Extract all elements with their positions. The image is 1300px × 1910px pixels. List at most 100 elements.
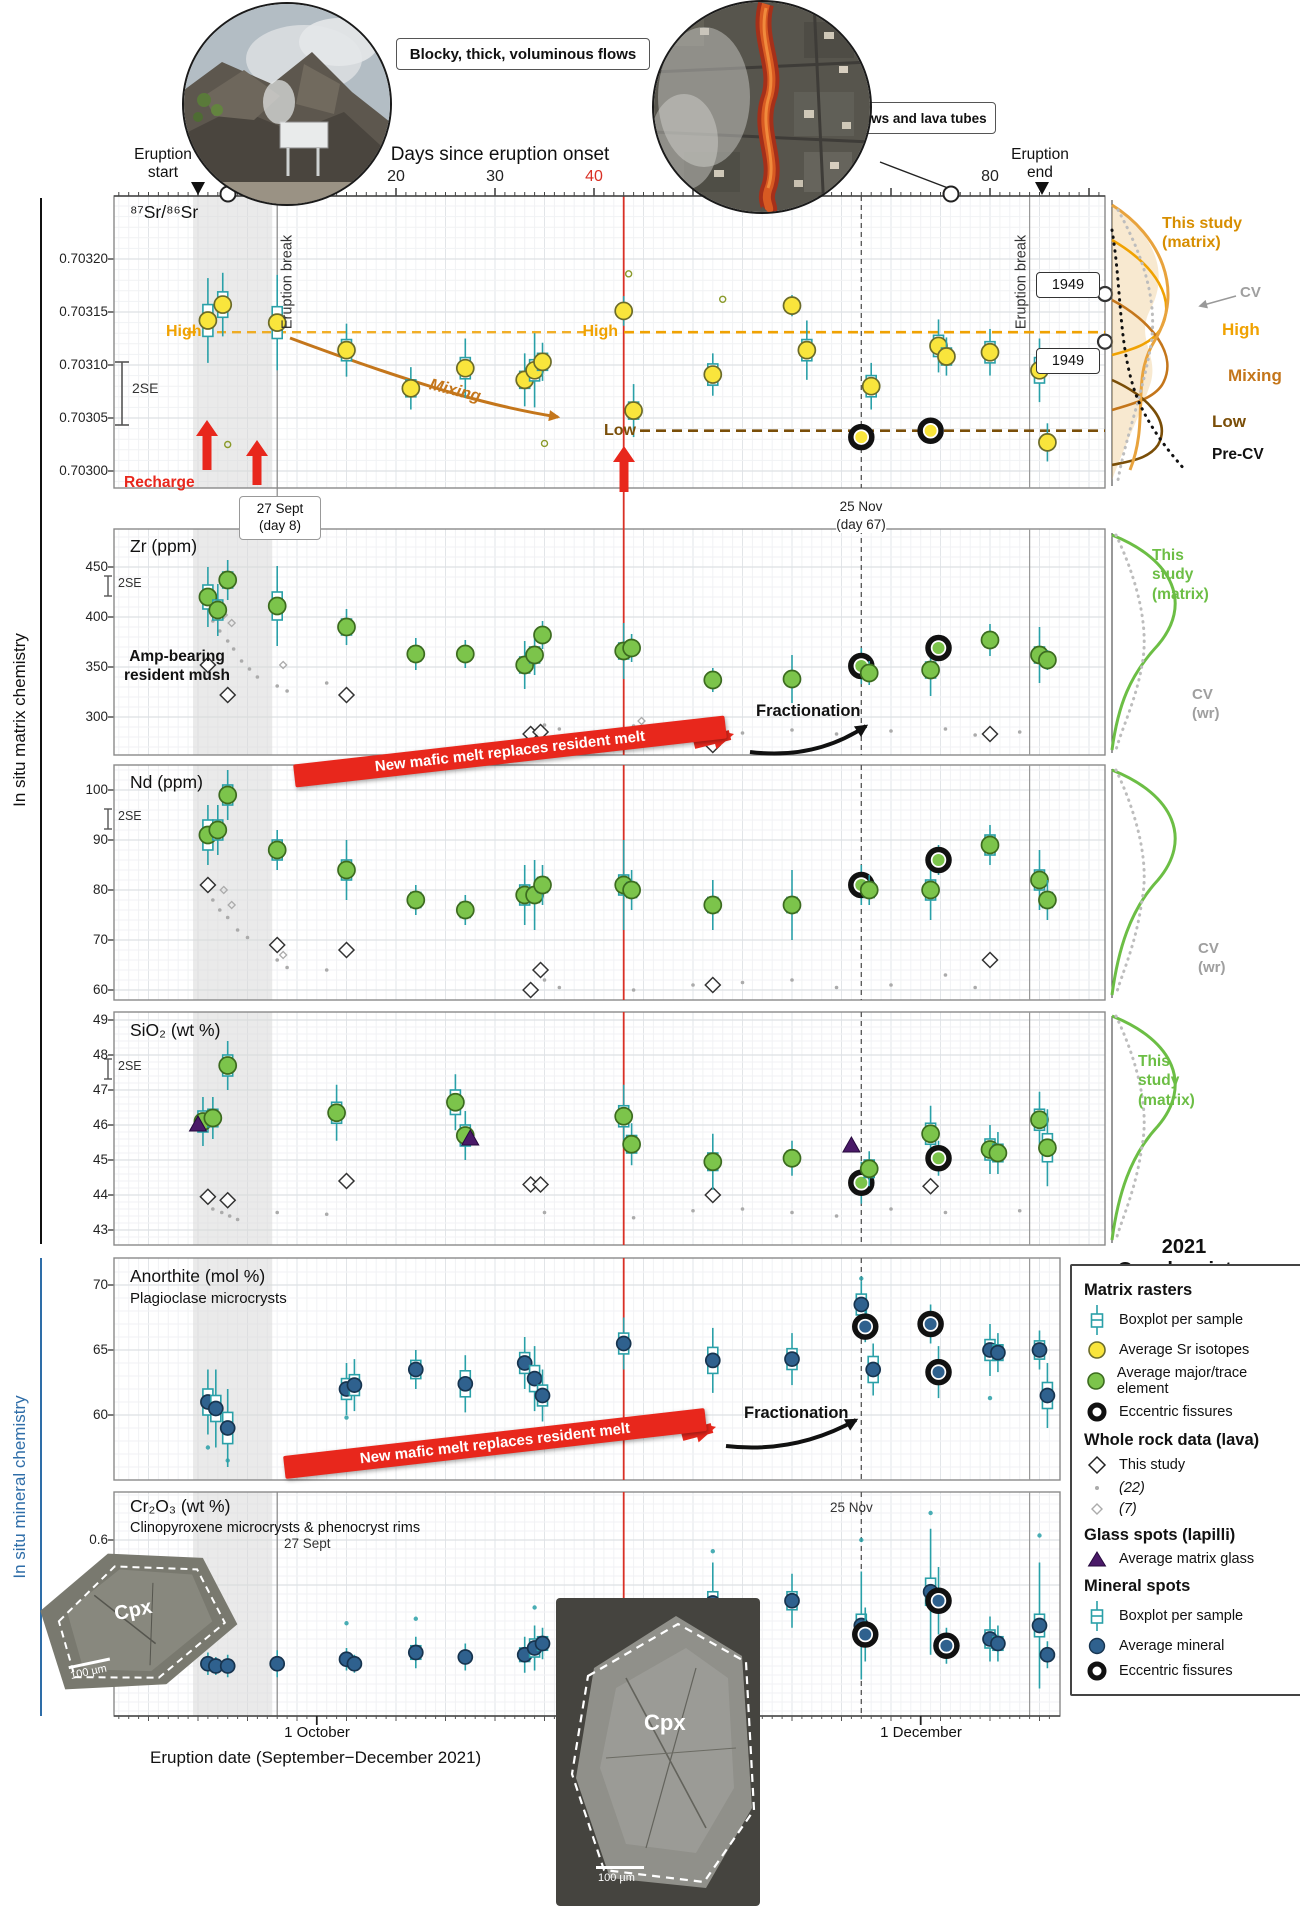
top-day-tick: 20 bbox=[387, 168, 405, 185]
legend-item-label: Average Sr isotopes bbox=[1119, 1342, 1250, 1358]
cpx-label-bottom: Cpx bbox=[644, 1710, 686, 1735]
bottom-date-october: 1 October bbox=[284, 1724, 350, 1741]
y-tick-label: 48 bbox=[92, 1047, 108, 1062]
cpx-micrograph-left-art bbox=[40, 1553, 238, 1690]
y-tick-label: 70 bbox=[92, 932, 108, 947]
top-day-tick: 40 bbox=[585, 168, 603, 185]
p2-strip-cv-wr: CV (wr) bbox=[1192, 686, 1220, 722]
p5-title: Anorthite (mol %) bbox=[130, 1266, 266, 1286]
legend-item: Eccentric fissures bbox=[1084, 1661, 1288, 1681]
legend-item: Boxplot per sample bbox=[1084, 1601, 1288, 1631]
boxplot-icon bbox=[1084, 1305, 1110, 1335]
legend-item-label: Boxplot per sample bbox=[1119, 1312, 1244, 1328]
p2-2se-label: 2SE bbox=[118, 576, 142, 590]
p2-title: Zr (ppm) bbox=[130, 536, 198, 556]
photo-fluid-flows-art bbox=[654, 2, 870, 212]
y-tick-label: 43 bbox=[92, 1222, 108, 1237]
legend-item-label: Average matrix glass bbox=[1119, 1551, 1255, 1567]
legend-item: (7) bbox=[1084, 1501, 1288, 1517]
y-tick-label: 0.70320 bbox=[59, 251, 108, 266]
p1-strip-mixing: Mixing bbox=[1228, 366, 1282, 385]
eccentric-fissures-icon-2 bbox=[1084, 1661, 1110, 1681]
eccentric-fissures-icon bbox=[1084, 1402, 1110, 1422]
p1-strip-low: Low bbox=[1212, 412, 1246, 431]
legend-item: Average major/trace element bbox=[1084, 1365, 1288, 1397]
y-tick-label: 49 bbox=[92, 1012, 108, 1027]
sept27-day8-label: 27 Sept (day 8) bbox=[239, 496, 321, 540]
p6-nov25-label: 25 Nov bbox=[830, 1500, 873, 1515]
p4-2se-label: 2SE bbox=[118, 1059, 142, 1073]
ref-1949-box-2: 1949 bbox=[1036, 348, 1100, 374]
y-tick-label: 70 bbox=[92, 1277, 108, 1292]
scalebar-bottom bbox=[596, 1866, 644, 1869]
y-tick-label: 65 bbox=[92, 1342, 108, 1357]
legend-item-label: Average major/trace element bbox=[1116, 1365, 1248, 1397]
y-tick-label: 47 bbox=[92, 1082, 108, 1097]
legend-section-whole-rock: Whole rock data (lava) bbox=[1084, 1431, 1260, 1449]
legend-item-label: Average mineral bbox=[1119, 1638, 1225, 1654]
top-axis-title: Days since eruption onset bbox=[390, 144, 610, 165]
p4-strip-this-study: This study (matrix) bbox=[1138, 1053, 1195, 1109]
p1-strip-high: High bbox=[1222, 320, 1260, 339]
cpx-micrograph-bottom-art bbox=[556, 1598, 760, 1906]
p3-2se-label: 2SE bbox=[118, 809, 142, 823]
eruption-break-label-2: Eruption break bbox=[1013, 234, 1030, 330]
legend-item-label: (7) bbox=[1119, 1501, 1137, 1517]
p1-high-label-1: High bbox=[166, 323, 202, 340]
caption-blocky-flows: Blocky, thick, voluminous flows bbox=[396, 38, 650, 70]
caption-blocky-flows-text: Blocky, thick, voluminous flows bbox=[409, 45, 637, 63]
legend-item: This study bbox=[1084, 1455, 1288, 1475]
p6-subtitle: Clinopyroxene microcrysts & phenocryst r… bbox=[130, 1520, 421, 1536]
p3-title: Nd (ppm) bbox=[130, 772, 203, 792]
whole-rock-diamond-icon bbox=[1084, 1455, 1110, 1475]
legend-item: Average mineral bbox=[1084, 1636, 1288, 1656]
legend-item-label: Boxplot per sample bbox=[1119, 1608, 1244, 1624]
legend-item-label: Eccentric fissures bbox=[1119, 1404, 1233, 1420]
amp-mush-label: Amp-bearing resident mush bbox=[124, 648, 230, 684]
y-tick-label: 0.70305 bbox=[59, 410, 108, 425]
bottom-date-december: 1 December bbox=[880, 1724, 962, 1741]
eruption-start-label: Eruption start bbox=[134, 146, 192, 181]
y-tick-label: 0.70310 bbox=[59, 357, 108, 372]
y-tick-label: 80 bbox=[92, 882, 108, 897]
legend-item: (22) bbox=[1084, 1480, 1288, 1496]
top-day-tick: 30 bbox=[486, 168, 504, 185]
eruption-break-label-1: Eruption break bbox=[279, 234, 296, 330]
y-tick-label: 300 bbox=[85, 709, 108, 724]
p1-2se-label: 2SE bbox=[132, 380, 159, 396]
y-tick-label: 0.6 bbox=[89, 1532, 108, 1547]
ref-1949-box-1: 1949 bbox=[1036, 272, 1100, 298]
glass-triangle-icon bbox=[1084, 1550, 1110, 1568]
boxplot-teal-icon bbox=[1084, 1601, 1110, 1631]
legend: Matrix rasters Boxplot per sample Averag… bbox=[1070, 1264, 1300, 1696]
ref-dot-icon bbox=[1084, 1483, 1110, 1493]
eruption-end-label: Eruption end bbox=[1011, 146, 1069, 181]
legend-item-label: Eccentric fissures bbox=[1119, 1663, 1233, 1679]
photo-blocky-flows bbox=[182, 2, 392, 206]
p1-strip-cv: CV bbox=[1240, 284, 1261, 301]
p2-strip-this-study: This study (matrix) bbox=[1152, 547, 1209, 603]
major-trace-average-icon bbox=[1084, 1371, 1108, 1391]
x-axis-title: Eruption date (September−December 2021) bbox=[150, 1748, 482, 1767]
y-tick-label: 60 bbox=[92, 1407, 108, 1422]
mineral-circle-icon bbox=[1084, 1636, 1110, 1656]
legend-item-label: This study bbox=[1119, 1457, 1186, 1473]
photo-blocky-flows-art bbox=[184, 4, 390, 204]
p6-sept27-label: 27 Sept bbox=[284, 1536, 331, 1551]
side-label-matrix: In situ matrix chemistry bbox=[10, 633, 30, 807]
p1-title: ⁸⁷Sr/⁸⁶Sr bbox=[130, 202, 199, 222]
fractionation-label-1: Fractionation bbox=[756, 702, 861, 720]
y-tick-label: 350 bbox=[85, 659, 108, 674]
y-tick-label: 90 bbox=[92, 832, 108, 847]
legend-item: Average Sr isotopes bbox=[1084, 1340, 1288, 1360]
p5-subtitle: Plagioclase microcrysts bbox=[130, 1290, 287, 1307]
side-label-mineral: In situ mineral chemistry bbox=[10, 1395, 30, 1579]
legend-item: Boxplot per sample bbox=[1084, 1305, 1288, 1335]
cpx-micrograph-bottom: Cpx 100 µm bbox=[556, 1598, 760, 1906]
ref-diamond-icon bbox=[1084, 1503, 1110, 1515]
top-day-tick: 80 bbox=[981, 168, 999, 185]
ref-1949-text-1: 1949 bbox=[1051, 277, 1085, 293]
nov25-day67-label: 25 Nov (day 67) bbox=[836, 498, 886, 534]
sr-average-icon bbox=[1084, 1340, 1110, 1360]
